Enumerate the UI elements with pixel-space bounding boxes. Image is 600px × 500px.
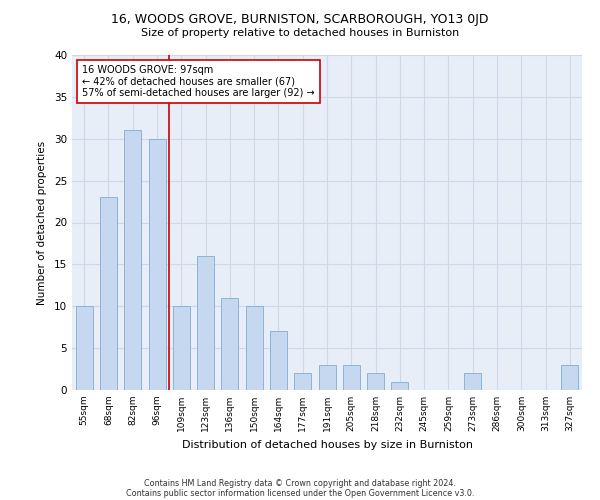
- Bar: [149, 138, 166, 390]
- Bar: [76, 306, 92, 390]
- Bar: [319, 365, 335, 390]
- Bar: [100, 198, 117, 390]
- Text: Contains public sector information licensed under the Open Government Licence v3: Contains public sector information licen…: [126, 488, 474, 498]
- X-axis label: Distribution of detached houses by size in Burniston: Distribution of detached houses by size …: [182, 440, 473, 450]
- Bar: [173, 306, 190, 390]
- Text: 16, WOODS GROVE, BURNISTON, SCARBOROUGH, YO13 0JD: 16, WOODS GROVE, BURNISTON, SCARBOROUGH,…: [111, 12, 489, 26]
- Bar: [124, 130, 141, 390]
- Bar: [562, 365, 578, 390]
- Text: Size of property relative to detached houses in Burniston: Size of property relative to detached ho…: [141, 28, 459, 38]
- Bar: [245, 306, 263, 390]
- Bar: [343, 365, 360, 390]
- Bar: [221, 298, 238, 390]
- Bar: [464, 373, 481, 390]
- Bar: [294, 373, 311, 390]
- Bar: [197, 256, 214, 390]
- Text: Contains HM Land Registry data © Crown copyright and database right 2024.: Contains HM Land Registry data © Crown c…: [144, 478, 456, 488]
- Text: 16 WOODS GROVE: 97sqm
← 42% of detached houses are smaller (67)
57% of semi-deta: 16 WOODS GROVE: 97sqm ← 42% of detached …: [82, 65, 315, 98]
- Bar: [391, 382, 409, 390]
- Y-axis label: Number of detached properties: Number of detached properties: [37, 140, 47, 304]
- Bar: [270, 332, 287, 390]
- Bar: [367, 373, 384, 390]
